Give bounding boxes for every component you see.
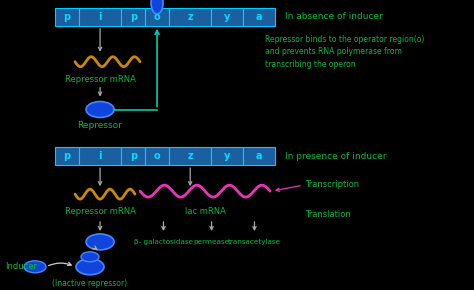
Text: p: p	[64, 151, 71, 161]
FancyBboxPatch shape	[243, 8, 275, 26]
Text: β- galactosidase: β- galactosidase	[134, 239, 193, 245]
Text: Repressor binds to the operator region(o)
and prevents RNA polymerase from
trans: Repressor binds to the operator region(o…	[265, 35, 424, 69]
Text: p: p	[129, 151, 137, 161]
Text: Repressor: Repressor	[78, 122, 122, 130]
Text: y: y	[224, 151, 230, 161]
FancyBboxPatch shape	[145, 147, 169, 165]
FancyBboxPatch shape	[145, 8, 169, 26]
Text: Inducer: Inducer	[5, 262, 37, 271]
Text: i: i	[98, 12, 102, 22]
FancyBboxPatch shape	[55, 8, 79, 26]
Text: z: z	[187, 12, 193, 22]
Text: transacetylase: transacetylase	[228, 239, 281, 245]
Ellipse shape	[86, 234, 114, 250]
FancyBboxPatch shape	[169, 8, 211, 26]
Text: Repressor mRNA: Repressor mRNA	[64, 75, 136, 84]
Text: lac mRNA: lac mRNA	[184, 207, 226, 216]
FancyBboxPatch shape	[55, 147, 79, 165]
Text: Repressor mRNA: Repressor mRNA	[64, 207, 136, 216]
Text: i: i	[98, 151, 102, 161]
Text: a: a	[256, 151, 262, 161]
Ellipse shape	[151, 0, 163, 14]
FancyBboxPatch shape	[211, 147, 243, 165]
Text: a: a	[256, 12, 262, 22]
Text: y: y	[224, 12, 230, 22]
Text: p: p	[129, 12, 137, 22]
FancyBboxPatch shape	[211, 8, 243, 26]
Text: (Inactive repressor): (Inactive repressor)	[53, 279, 128, 288]
FancyBboxPatch shape	[243, 147, 275, 165]
Ellipse shape	[76, 259, 104, 275]
Text: In absence of inducer: In absence of inducer	[285, 12, 383, 21]
Text: In presence of inducer: In presence of inducer	[285, 152, 386, 161]
FancyBboxPatch shape	[121, 8, 145, 26]
Text: p: p	[64, 12, 71, 22]
Ellipse shape	[81, 252, 99, 262]
Text: Translation: Translation	[305, 210, 351, 219]
Text: permease: permease	[193, 239, 229, 245]
FancyBboxPatch shape	[121, 147, 145, 165]
Text: o: o	[154, 12, 160, 22]
FancyBboxPatch shape	[79, 147, 121, 165]
FancyBboxPatch shape	[169, 147, 211, 165]
FancyBboxPatch shape	[79, 8, 121, 26]
Text: o: o	[154, 151, 160, 161]
Text: z: z	[187, 151, 193, 161]
Ellipse shape	[24, 261, 46, 273]
Ellipse shape	[86, 102, 114, 117]
Text: Transcription: Transcription	[305, 180, 359, 189]
